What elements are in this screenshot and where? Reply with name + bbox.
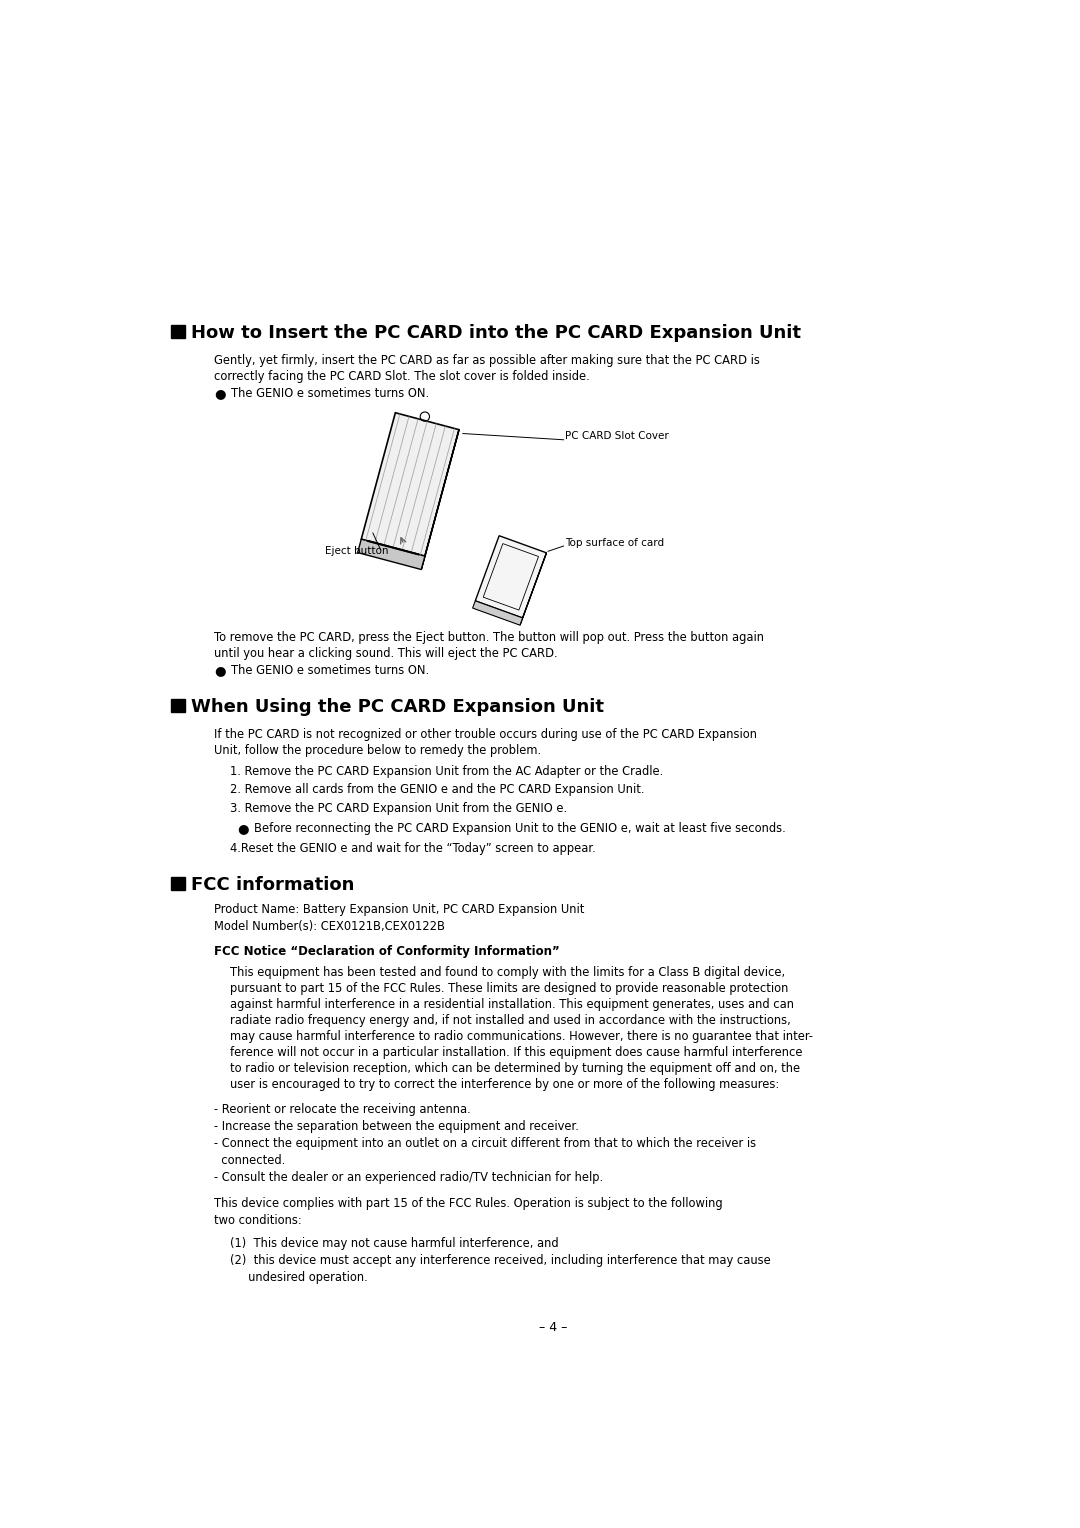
Text: two conditions:: two conditions: bbox=[214, 1213, 301, 1227]
Text: - Consult the dealer or an experienced radio/TV technician for help.: - Consult the dealer or an experienced r… bbox=[214, 1170, 603, 1184]
Text: 4.Reset the GENIO e and wait for the “Today” screen to appear.: 4.Reset the GENIO e and wait for the “To… bbox=[230, 842, 595, 854]
Polygon shape bbox=[475, 536, 546, 617]
Text: Eject button: Eject button bbox=[325, 545, 389, 556]
Text: Gently, yet firmly, insert the PC CARD as far as possible after making sure that: Gently, yet firmly, insert the PC CARD a… bbox=[214, 353, 760, 384]
Polygon shape bbox=[357, 539, 424, 570]
Text: 1. Remove the PC CARD Expansion Unit from the AC Adapter or the Cradle.: 1. Remove the PC CARD Expansion Unit fro… bbox=[230, 764, 663, 778]
Polygon shape bbox=[421, 429, 459, 570]
Bar bbox=[172, 700, 185, 712]
Text: Product Name: Battery Expansion Unit, PC CARD Expansion Unit: Product Name: Battery Expansion Unit, PC… bbox=[214, 903, 584, 917]
Text: – 4 –: – 4 – bbox=[539, 1322, 568, 1334]
Text: - Reorient or relocate the receiving antenna.: - Reorient or relocate the receiving ant… bbox=[214, 1103, 471, 1115]
Text: may cause harmful interference to radio communications. However, there is no gua: may cause harmful interference to radio … bbox=[230, 1030, 812, 1042]
Text: ference will not occur in a particular installation. If this equipment does caus: ference will not occur in a particular i… bbox=[230, 1045, 802, 1059]
Polygon shape bbox=[362, 413, 459, 556]
Text: The GENIO e sometimes turns ON.: The GENIO e sometimes turns ON. bbox=[231, 387, 429, 400]
Text: ●: ● bbox=[214, 663, 226, 677]
Text: undesired operation.: undesired operation. bbox=[230, 1271, 367, 1284]
Text: (1)  This device may not cause harmful interference, and: (1) This device may not cause harmful in… bbox=[230, 1238, 558, 1250]
Text: ●: ● bbox=[214, 387, 226, 400]
Text: This equipment has been tested and found to comply with the limits for a Class B: This equipment has been tested and found… bbox=[230, 966, 785, 978]
Text: FCC Notice “Declaration of Conformity Information”: FCC Notice “Declaration of Conformity In… bbox=[214, 944, 559, 958]
Text: - Increase the separation between the equipment and receiver.: - Increase the separation between the eq… bbox=[214, 1120, 579, 1132]
Text: Model Number(s): CEX0121B,CEX0122B: Model Number(s): CEX0121B,CEX0122B bbox=[214, 920, 445, 934]
Text: FCC information: FCC information bbox=[191, 877, 354, 894]
Text: against harmful interference in a residential installation. This equipment gener: against harmful interference in a reside… bbox=[230, 998, 794, 1010]
Text: pursuant to part 15 of the FCC Rules. These limits are designed to provide reaso: pursuant to part 15 of the FCC Rules. Th… bbox=[230, 981, 788, 995]
Text: 3. Remove the PC CARD Expansion Unit from the GENIO e.: 3. Remove the PC CARD Expansion Unit fro… bbox=[230, 802, 567, 814]
Polygon shape bbox=[519, 553, 546, 625]
Bar bbox=[172, 877, 185, 891]
Text: Top surface of card: Top surface of card bbox=[565, 538, 664, 549]
Text: to radio or television reception, which can be determined by turning the equipme: to radio or television reception, which … bbox=[230, 1062, 799, 1074]
Text: - Connect the equipment into an outlet on a circuit different from that to which: - Connect the equipment into an outlet o… bbox=[214, 1137, 756, 1151]
Text: ●: ● bbox=[238, 822, 248, 834]
Polygon shape bbox=[473, 601, 523, 625]
Text: 2. Remove all cards from the GENIO e and the PC CARD Expansion Unit.: 2. Remove all cards from the GENIO e and… bbox=[230, 784, 644, 796]
Bar bbox=[172, 325, 185, 338]
Text: To remove the PC CARD, press the Eject button. The button will pop out. Press th: To remove the PC CARD, press the Eject b… bbox=[214, 631, 764, 660]
Text: How to Insert the PC CARD into the PC CARD Expansion Unit: How to Insert the PC CARD into the PC CA… bbox=[191, 324, 800, 342]
Text: Before reconnecting the PC CARD Expansion Unit to the GENIO e, wait at least fiv: Before reconnecting the PC CARD Expansio… bbox=[255, 822, 786, 834]
Text: connected.: connected. bbox=[214, 1154, 285, 1167]
Text: PC CARD Slot Cover: PC CARD Slot Cover bbox=[565, 431, 669, 440]
Text: When Using the PC CARD Expansion Unit: When Using the PC CARD Expansion Unit bbox=[191, 698, 604, 717]
Text: radiate radio frequency energy and, if not installed and used in accordance with: radiate radio frequency energy and, if n… bbox=[230, 1013, 791, 1027]
Text: This device complies with part 15 of the FCC Rules. Operation is subject to the : This device complies with part 15 of the… bbox=[214, 1196, 723, 1210]
Text: If the PC CARD is not recognized or other trouble occurs during use of the PC CA: If the PC CARD is not recognized or othe… bbox=[214, 727, 757, 758]
Text: The GENIO e sometimes turns ON.: The GENIO e sometimes turns ON. bbox=[231, 663, 429, 677]
Text: user is encouraged to try to correct the interference by one or more of the foll: user is encouraged to try to correct the… bbox=[230, 1077, 779, 1091]
Text: (2)  this device must accept any interference received, including interference t: (2) this device must accept any interfer… bbox=[230, 1254, 770, 1267]
